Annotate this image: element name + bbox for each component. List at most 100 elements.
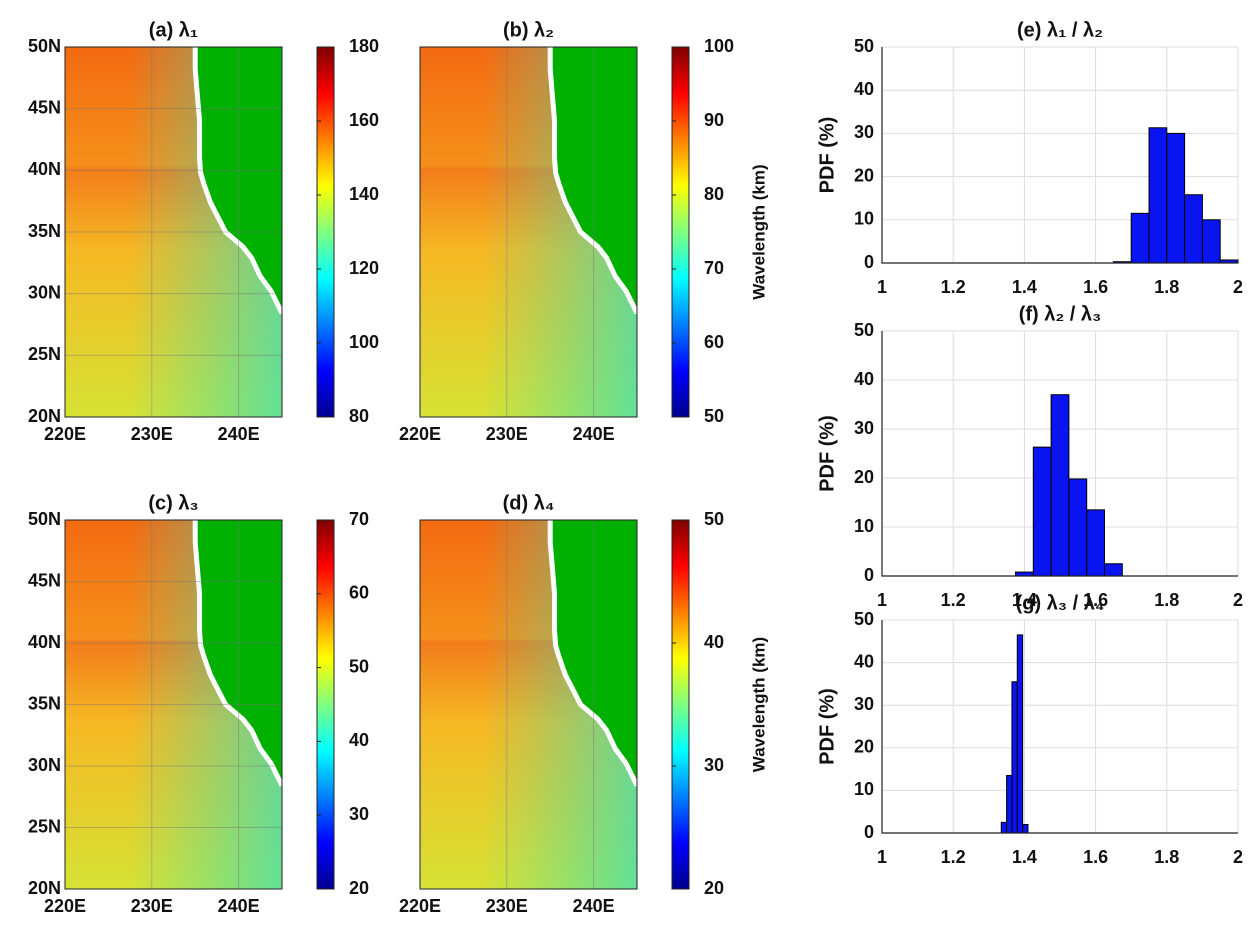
y-tick-label: 40: [854, 651, 874, 671]
chart-title: (c) λ₃: [148, 492, 198, 514]
land: [195, 47, 282, 314]
axes: [881, 47, 1238, 264]
colorbar: [671, 519, 690, 890]
bar: [1148, 127, 1168, 264]
x-tick-label: 2: [1233, 847, 1243, 867]
bar: [1016, 634, 1024, 834]
coast-strip: [192, 520, 285, 787]
y-tick-label: 30N: [28, 282, 61, 302]
bar: [1006, 774, 1013, 834]
bar: [1104, 563, 1123, 577]
plot-frame: [64, 46, 283, 418]
colorbar-tick-label: 80: [349, 406, 369, 426]
bar: [1068, 478, 1088, 577]
chart-title: (d) λ₄: [503, 492, 555, 514]
colorbar-tick-label: 100: [704, 36, 734, 56]
coast-strip: [192, 47, 285, 315]
colorbar-tick-label: 160: [349, 110, 379, 130]
colorbar-tick-label: 120: [349, 258, 379, 278]
y-tick-label: 10: [854, 779, 874, 799]
colorbar-tick-label: 70: [349, 509, 369, 529]
x-tick-label: 1.6: [1083, 847, 1108, 867]
colorbar-tick-label: 80: [704, 184, 724, 204]
coast-strip: [547, 47, 640, 315]
x-tick-label: 1.8: [1154, 590, 1179, 610]
x-tick-label: 1.8: [1154, 277, 1179, 297]
plot-area: [882, 620, 1238, 833]
y-tick-label: 30N: [28, 755, 61, 775]
y-tick-label: 40N: [28, 159, 61, 179]
colorbar-tick-label: 90: [704, 110, 724, 130]
x-tick-label: 220E: [399, 896, 441, 916]
bar: [1166, 132, 1186, 264]
x-tick-label: 1.2: [941, 847, 966, 867]
x-tick-label: 230E: [486, 424, 528, 444]
colorbar-tick-label: 70: [704, 258, 724, 278]
x-tick-label: 1.6: [1083, 277, 1108, 297]
y-tick-label: 20N: [28, 406, 61, 426]
plot-frame: [419, 46, 638, 418]
chart-title: (f) λ₂ / λ₃: [1019, 303, 1102, 325]
chart-title: (b) λ₂: [503, 19, 554, 41]
y-tick-label: 35N: [28, 693, 61, 713]
bar: [1201, 219, 1221, 264]
bar: [1130, 212, 1150, 264]
colorbar: [316, 46, 335, 418]
y-axis-label: PDF (%): [816, 415, 838, 492]
bar: [1022, 823, 1029, 834]
plot-frame: [64, 519, 283, 890]
colorbar: [671, 46, 690, 418]
colorbar-tick-label: 140: [349, 184, 379, 204]
colorbar-tick-label: 40: [349, 730, 369, 750]
x-tick-label: 1: [877, 590, 887, 610]
y-tick-label: 20: [854, 467, 874, 487]
x-tick-label: 240E: [573, 896, 615, 916]
colorbar-label: Wavelength (km): [749, 637, 768, 772]
x-tick-label: 220E: [44, 896, 86, 916]
y-tick-label: 30: [854, 418, 874, 438]
y-tick-label: 0: [864, 252, 874, 272]
colorbar-tick-label: 50: [704, 509, 724, 529]
colorbar-tick-label: 60: [349, 583, 369, 603]
chart-title: (g) λ₃ / λ₄: [1016, 592, 1105, 614]
bar: [1032, 446, 1052, 577]
bar: [1000, 821, 1008, 834]
x-tick-label: 1.2: [941, 590, 966, 610]
land: [550, 47, 637, 314]
x-tick-label: 1: [877, 847, 887, 867]
y-tick-label: 40: [854, 79, 874, 99]
x-tick-label: 230E: [131, 424, 173, 444]
y-axis-label: PDF (%): [816, 688, 838, 765]
plot-frame: [419, 519, 638, 890]
x-tick-label: 230E: [486, 896, 528, 916]
y-tick-label: 20: [854, 165, 874, 185]
x-tick-label: 2: [1233, 277, 1243, 297]
colorbar-tick-label: 60: [704, 332, 724, 352]
land: [195, 520, 282, 786]
y-tick-label: 50: [854, 36, 874, 56]
colorbar-tick-label: 100: [349, 332, 379, 352]
x-tick-label: 1.4: [1012, 847, 1037, 867]
chart-title: (e) λ₁ / λ₂: [1017, 19, 1103, 41]
bar: [1086, 509, 1105, 577]
y-tick-label: 50: [854, 320, 874, 340]
colorbar-tick-label: 180: [349, 36, 379, 56]
x-tick-label: 1.6: [1083, 590, 1108, 610]
x-tick-label: 240E: [218, 424, 260, 444]
y-tick-label: 10: [854, 516, 874, 536]
y-tick-label: 20: [854, 737, 874, 757]
y-tick-label: 20N: [28, 878, 61, 898]
x-tick-label: 1: [877, 277, 887, 297]
y-tick-label: 50N: [28, 36, 61, 56]
bar: [1184, 194, 1203, 264]
x-tick-label: 1.4: [1012, 277, 1037, 297]
y-tick-label: 25N: [28, 344, 61, 364]
y-tick-label: 45N: [28, 97, 61, 117]
colorbar-tick-label: 50: [349, 656, 369, 676]
x-tick-label: 230E: [131, 896, 173, 916]
y-tick-label: 30: [854, 122, 874, 142]
land: [550, 520, 637, 786]
colorbar-tick-label: 30: [704, 755, 724, 775]
chart-title: (a) λ₁: [149, 19, 198, 41]
x-tick-label: 1.2: [941, 277, 966, 297]
